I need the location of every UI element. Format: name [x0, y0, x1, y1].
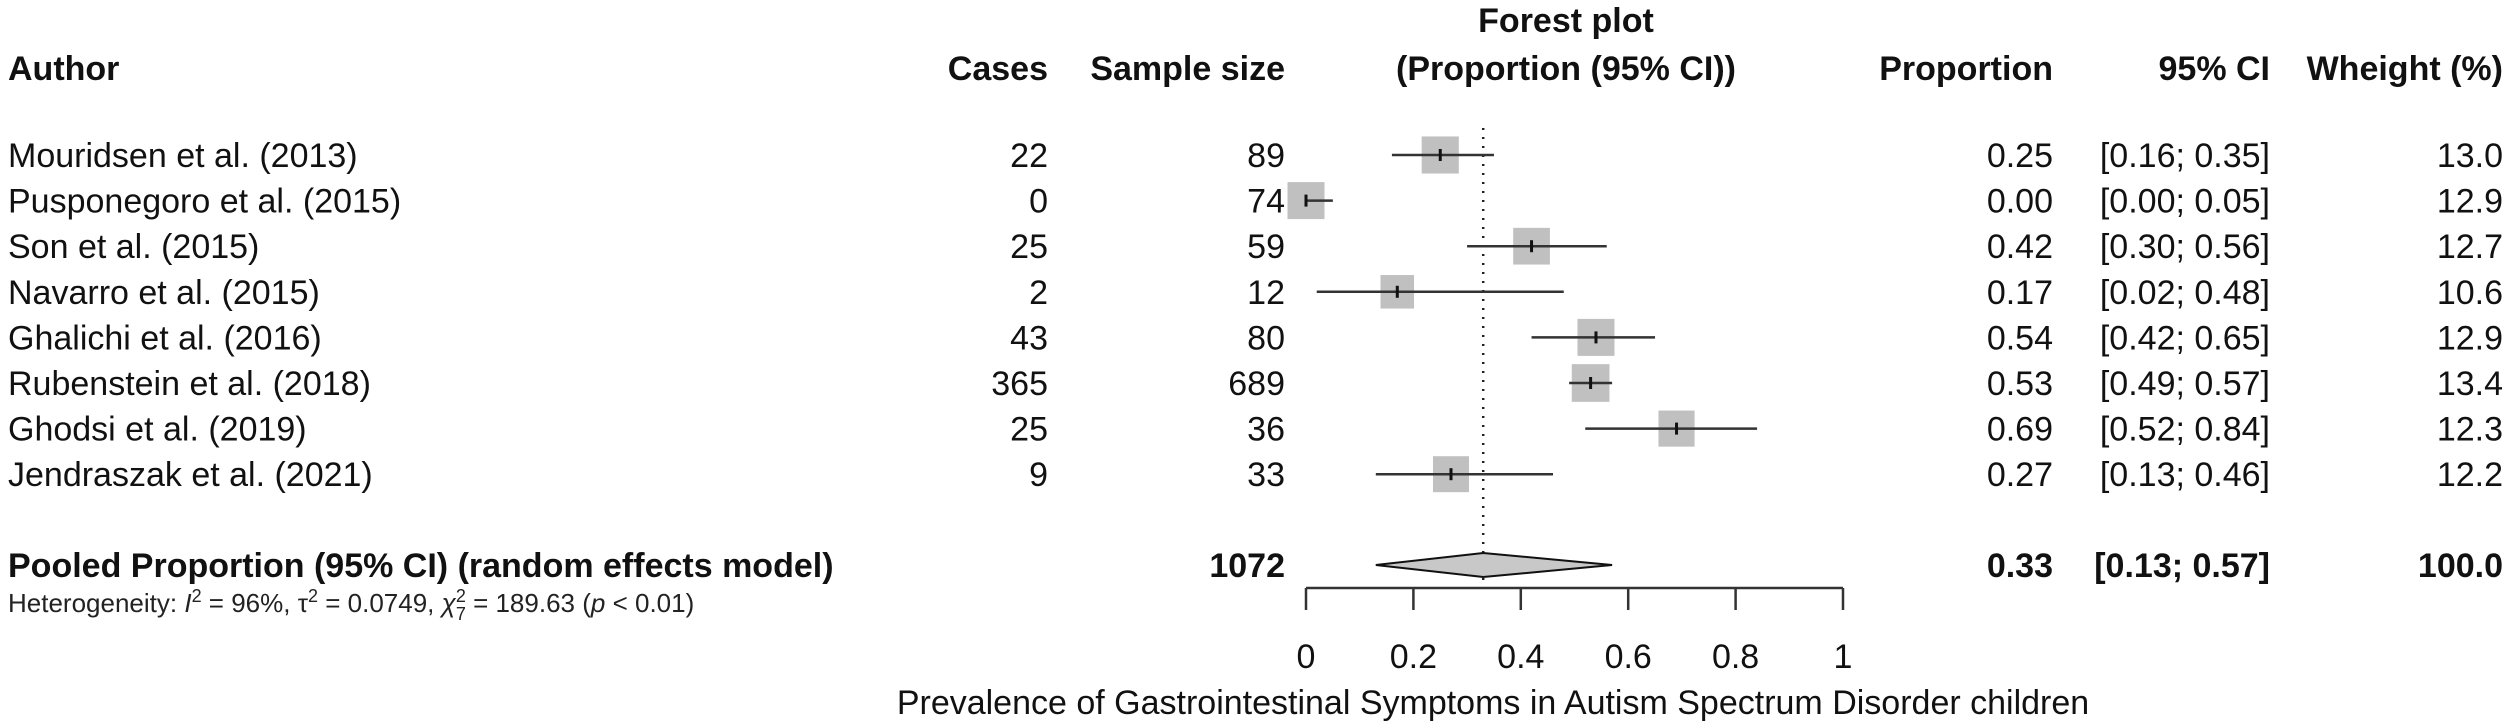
pooled-ci: [0.13; 0.57] — [2094, 547, 2270, 585]
pooled-weight: 100.0 — [2418, 547, 2503, 585]
study-ci: [0.49; 0.57] — [2100, 365, 2270, 403]
study-weight: 10.6 — [2437, 274, 2503, 312]
study-cases: 0 — [1029, 183, 1048, 221]
het-i2-symbol: I — [184, 588, 191, 618]
study-ci: [0.30; 0.56] — [2100, 228, 2270, 266]
study-weight: 12.9 — [2437, 319, 2503, 357]
study-cases: 25 — [1010, 228, 1048, 266]
study-sample-size: 89 — [1247, 137, 1285, 175]
table-row: Rubenstein et al. (2018) 365 689 0.53 [0.49;… — [8, 365, 2503, 403]
het-tau-sup: 2 — [308, 586, 318, 606]
study-proportion: 0.00 — [1987, 183, 2053, 221]
study-author: Jendraszak et al. (2021) — [8, 456, 373, 494]
study-author: Navarro et al. (2015) — [8, 274, 320, 312]
study-proportion: 0.42 — [1987, 228, 2053, 266]
table-row: Pusponegoro et al. (2015) 0 74 0.00 [0.00; 0… — [8, 183, 2503, 221]
header-sample-size: Sample size — [1090, 50, 1285, 88]
plot-marks — [1287, 128, 1758, 590]
header-cases: Cases — [948, 50, 1048, 88]
study-author: Ghalichi et al. (2016) — [8, 319, 322, 357]
pooled-proportion: 0.33 — [1987, 547, 2053, 585]
study-ci: [0.52; 0.84] — [2100, 411, 2270, 449]
pooled-diamond — [1375, 551, 1613, 579]
study-sample-size: 59 — [1247, 228, 1285, 266]
study-proportion: 0.27 — [1987, 456, 2053, 494]
x-tick-label: 0.6 — [1605, 638, 1652, 676]
study-ci: [0.00; 0.05] — [2100, 183, 2270, 221]
het-chi-value: = 189.63 ( — [466, 588, 591, 618]
het-p-symbol: p — [590, 588, 605, 618]
x-tick-label: 0.8 — [1712, 638, 1759, 676]
study-ci: [0.13; 0.46] — [2100, 456, 2270, 494]
het-chi-df: 7 — [456, 604, 466, 624]
study-weight: 12.9 — [2437, 183, 2503, 221]
study-proportion: 0.54 — [1987, 319, 2053, 357]
study-sample-size: 689 — [1228, 365, 1285, 403]
study-author: Ghodsi et al. (2019) — [8, 411, 307, 449]
het-tau-value: = 0.0749, — [318, 588, 442, 618]
table-row: Navarro et al. (2015) 2 12 0.17 [0.02; 0.48]… — [8, 274, 2503, 312]
heterogeneity-text: Heterogeneity: I2 = 96%, τ2 = 0.0749, χ2… — [8, 586, 694, 624]
study-cases: 365 — [991, 365, 1048, 403]
table-row: Jendraszak et al. (2021) 9 33 0.27 [0.13; 0.… — [8, 456, 2503, 494]
table-row: Mouridsen et al. (2013) 22 89 0.25 [0.16; 0.… — [8, 137, 2503, 175]
study-sample-size: 74 — [1247, 183, 1285, 221]
header-ci: 95% CI — [2159, 50, 2271, 88]
study-cases: 9 — [1029, 456, 1048, 494]
plot-subtitle: (Proportion (95% CI)) — [1396, 50, 1736, 88]
study-cases: 22 — [1010, 137, 1048, 175]
study-proportion: 0.53 — [1987, 365, 2053, 403]
study-proportion: 0.17 — [1987, 274, 2053, 312]
het-i2-sup: 2 — [192, 586, 202, 606]
table-row: Ghalichi et al. (2016) 43 80 0.54 [0.42; 0.6… — [8, 319, 2503, 357]
x-axis: 0 0.2 0.4 0.6 0.8 1 — [1297, 586, 1853, 676]
x-tick-label: 1 — [1834, 638, 1853, 676]
study-author: Son et al. (2015) — [8, 228, 259, 266]
table-row: Son et al. (2015) 25 59 0.42 [0.30; 0.56] 12.… — [8, 228, 2503, 266]
study-ci: [0.16; 0.35] — [2100, 137, 2270, 175]
study-cases: 2 — [1029, 274, 1048, 312]
x-tick-label: 0.2 — [1390, 638, 1437, 676]
study-weight: 12.2 — [2437, 456, 2503, 494]
study-weight: 12.3 — [2437, 411, 2503, 449]
study-cases: 43 — [1010, 319, 1048, 357]
study-proportion: 0.69 — [1987, 411, 2053, 449]
study-ci: [0.42; 0.65] — [2100, 319, 2270, 357]
study-ci: [0.02; 0.48] — [2100, 274, 2270, 312]
header-proportion: Proportion — [1879, 50, 2053, 88]
x-tick-label: 0.4 — [1497, 638, 1544, 676]
header-weight: Wheight (%) — [2307, 50, 2503, 88]
het-i2-value: = 96%, — [202, 588, 298, 618]
study-weight: 13.0 — [2437, 137, 2503, 175]
het-tau-symbol: τ — [298, 588, 309, 618]
study-cases: 25 — [1010, 411, 1048, 449]
table-row: Ghodsi et al. (2019) 25 36 0.69 [0.52; 0.84]… — [8, 411, 2503, 449]
study-weight: 12.7 — [2437, 228, 2503, 266]
study-author: Pusponegoro et al. (2015) — [8, 183, 401, 221]
het-prefix: Heterogeneity: — [8, 588, 184, 618]
x-tick-label: 0 — [1297, 638, 1316, 676]
pooled-sample-size: 1072 — [1209, 547, 1285, 585]
plot-title: Forest plot — [1478, 2, 1654, 40]
study-sample-size: 80 — [1247, 319, 1285, 357]
het-chi-symbol: χ — [440, 588, 457, 618]
study-weight: 13.4 — [2437, 365, 2503, 403]
study-rows: Mouridsen et al. (2013) 22 89 0.25 [0.16; 0.… — [8, 137, 2503, 494]
x-axis-label: Prevalence of Gastrointestinal Symptoms … — [897, 684, 2089, 722]
study-sample-size: 36 — [1247, 411, 1285, 449]
study-author: Rubenstein et al. (2018) — [8, 365, 371, 403]
study-author: Mouridsen et al. (2013) — [8, 137, 358, 175]
het-chi-sup: 2 — [456, 586, 466, 606]
header-author: Author — [8, 50, 119, 88]
study-sample-size: 33 — [1247, 456, 1285, 494]
het-p-value: < 0.01) — [605, 588, 694, 618]
pooled-label: Pooled Proportion (95% CI) (random effec… — [8, 547, 834, 585]
study-sample-size: 12 — [1247, 274, 1285, 312]
study-proportion: 0.25 — [1987, 137, 2053, 175]
